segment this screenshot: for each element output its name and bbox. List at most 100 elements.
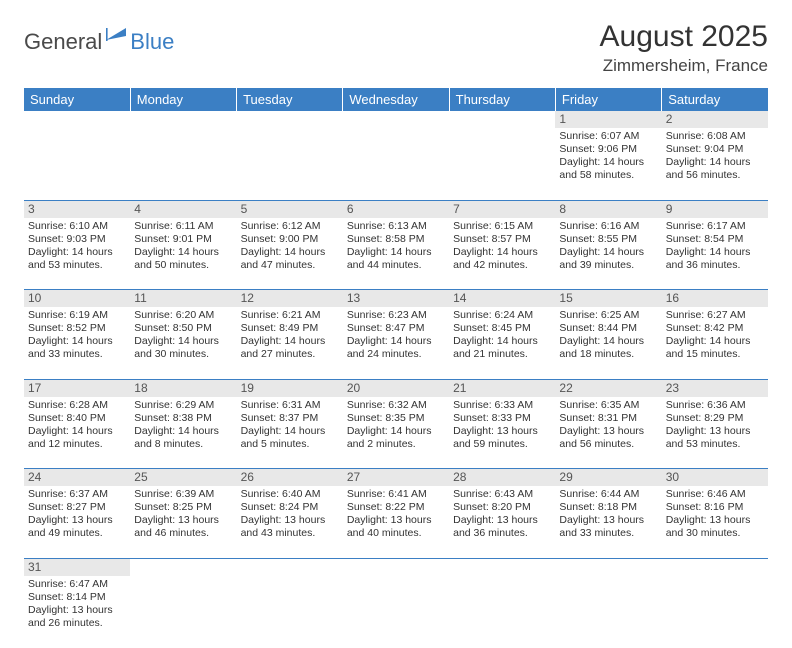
day-sr: Sunrise: 6:20 AM [134, 309, 232, 322]
day-ss: Sunset: 8:27 PM [28, 501, 126, 514]
day-d2: and 42 minutes. [453, 259, 551, 272]
day-d2: and 56 minutes. [666, 169, 764, 182]
day-sr: Sunrise: 6:27 AM [666, 309, 764, 322]
day-content-cell: Sunrise: 6:16 AMSunset: 8:55 PMDaylight:… [555, 218, 661, 290]
day-number-cell: 5 [237, 200, 343, 218]
day-sr: Sunrise: 6:25 AM [559, 309, 657, 322]
calendar-table: SundayMondayTuesdayWednesdayThursdayFrid… [24, 88, 768, 648]
day-number-cell [130, 111, 236, 128]
weekday-header: Saturday [662, 88, 768, 111]
day-content-cell: Sunrise: 6:44 AMSunset: 8:18 PMDaylight:… [555, 486, 661, 558]
day-content-cell: Sunrise: 6:33 AMSunset: 8:33 PMDaylight:… [449, 397, 555, 469]
day-content-cell [237, 128, 343, 200]
day-number-cell: 18 [130, 379, 236, 397]
day-content-cell [24, 128, 130, 200]
day-d1: Daylight: 13 hours [134, 514, 232, 527]
day-sr: Sunrise: 6:08 AM [666, 130, 764, 143]
day-number-cell: 27 [343, 469, 449, 487]
day-content-cell: Sunrise: 6:32 AMSunset: 8:35 PMDaylight:… [343, 397, 449, 469]
day-sr: Sunrise: 6:17 AM [666, 220, 764, 233]
day-number-cell: 28 [449, 469, 555, 487]
day-d2: and 40 minutes. [347, 527, 445, 540]
logo: General Blue [24, 26, 174, 57]
day-d1: Daylight: 14 hours [134, 246, 232, 259]
day-content-cell: Sunrise: 6:11 AMSunset: 9:01 PMDaylight:… [130, 218, 236, 290]
day-ss: Sunset: 8:52 PM [28, 322, 126, 335]
logo-text-general: General [24, 29, 102, 55]
day-sr: Sunrise: 6:36 AM [666, 399, 764, 412]
day-number-cell: 22 [555, 379, 661, 397]
weekday-header: Tuesday [237, 88, 343, 111]
day-number-cell [343, 111, 449, 128]
day-number-cell [662, 558, 768, 576]
day-sr: Sunrise: 6:41 AM [347, 488, 445, 501]
weekday-header: Sunday [24, 88, 130, 111]
day-content-cell: Sunrise: 6:12 AMSunset: 9:00 PMDaylight:… [237, 218, 343, 290]
day-content-row: Sunrise: 6:37 AMSunset: 8:27 PMDaylight:… [24, 486, 768, 558]
day-number-cell: 31 [24, 558, 130, 576]
day-number-cell: 2 [662, 111, 768, 128]
day-content-cell: Sunrise: 6:28 AMSunset: 8:40 PMDaylight:… [24, 397, 130, 469]
day-ss: Sunset: 9:03 PM [28, 233, 126, 246]
day-ss: Sunset: 8:35 PM [347, 412, 445, 425]
day-content-cell: Sunrise: 6:13 AMSunset: 8:58 PMDaylight:… [343, 218, 449, 290]
day-d2: and 59 minutes. [453, 438, 551, 451]
day-d1: Daylight: 14 hours [28, 246, 126, 259]
day-number-cell: 14 [449, 290, 555, 308]
day-ss: Sunset: 8:18 PM [559, 501, 657, 514]
day-d1: Daylight: 13 hours [559, 425, 657, 438]
day-ss: Sunset: 9:04 PM [666, 143, 764, 156]
day-number-cell: 15 [555, 290, 661, 308]
day-number-cell: 16 [662, 290, 768, 308]
day-ss: Sunset: 8:42 PM [666, 322, 764, 335]
day-ss: Sunset: 9:00 PM [241, 233, 339, 246]
day-sr: Sunrise: 6:13 AM [347, 220, 445, 233]
day-number-cell: 17 [24, 379, 130, 397]
day-d2: and 8 minutes. [134, 438, 232, 451]
day-d1: Daylight: 14 hours [666, 335, 764, 348]
day-d2: and 27 minutes. [241, 348, 339, 361]
day-sr: Sunrise: 6:23 AM [347, 309, 445, 322]
day-d1: Daylight: 14 hours [134, 335, 232, 348]
day-number-cell: 12 [237, 290, 343, 308]
day-ss: Sunset: 8:16 PM [666, 501, 764, 514]
day-d2: and 2 minutes. [347, 438, 445, 451]
day-content-cell: Sunrise: 6:39 AMSunset: 8:25 PMDaylight:… [130, 486, 236, 558]
day-d1: Daylight: 14 hours [28, 425, 126, 438]
day-d2: and 26 minutes. [28, 617, 126, 630]
day-content-cell: Sunrise: 6:27 AMSunset: 8:42 PMDaylight:… [662, 307, 768, 379]
day-content-cell: Sunrise: 6:10 AMSunset: 9:03 PMDaylight:… [24, 218, 130, 290]
day-sr: Sunrise: 6:28 AM [28, 399, 126, 412]
day-number-cell: 13 [343, 290, 449, 308]
day-number-cell: 10 [24, 290, 130, 308]
day-ss: Sunset: 8:20 PM [453, 501, 551, 514]
day-d1: Daylight: 13 hours [28, 514, 126, 527]
calendar-body: 12 Sunrise: 6:07 AMSunset: 9:06 PMDayligh… [24, 111, 768, 648]
day-content-cell: Sunrise: 6:07 AMSunset: 9:06 PMDaylight:… [555, 128, 661, 200]
day-content-cell: Sunrise: 6:20 AMSunset: 8:50 PMDaylight:… [130, 307, 236, 379]
day-number-row: 24252627282930 [24, 469, 768, 487]
day-d2: and 47 minutes. [241, 259, 339, 272]
day-content-row: Sunrise: 6:07 AMSunset: 9:06 PMDaylight:… [24, 128, 768, 200]
day-sr: Sunrise: 6:43 AM [453, 488, 551, 501]
day-number-cell: 21 [449, 379, 555, 397]
day-content-cell: Sunrise: 6:19 AMSunset: 8:52 PMDaylight:… [24, 307, 130, 379]
day-d2: and 33 minutes. [28, 348, 126, 361]
day-ss: Sunset: 8:49 PM [241, 322, 339, 335]
day-ss: Sunset: 8:33 PM [453, 412, 551, 425]
day-d1: Daylight: 14 hours [241, 425, 339, 438]
day-content-cell: Sunrise: 6:08 AMSunset: 9:04 PMDaylight:… [662, 128, 768, 200]
day-number-cell [343, 558, 449, 576]
day-d1: Daylight: 13 hours [453, 514, 551, 527]
weekday-header: Friday [555, 88, 661, 111]
day-number-cell: 7 [449, 200, 555, 218]
day-ss: Sunset: 8:58 PM [347, 233, 445, 246]
day-content-cell: Sunrise: 6:41 AMSunset: 8:22 PMDaylight:… [343, 486, 449, 558]
day-d2: and 49 minutes. [28, 527, 126, 540]
day-content-cell: Sunrise: 6:37 AMSunset: 8:27 PMDaylight:… [24, 486, 130, 558]
flag-icon [106, 26, 128, 47]
day-content-cell: Sunrise: 6:31 AMSunset: 8:37 PMDaylight:… [237, 397, 343, 469]
day-d1: Daylight: 13 hours [241, 514, 339, 527]
day-number-row: 10111213141516 [24, 290, 768, 308]
weekday-header-row: SundayMondayTuesdayWednesdayThursdayFrid… [24, 88, 768, 111]
